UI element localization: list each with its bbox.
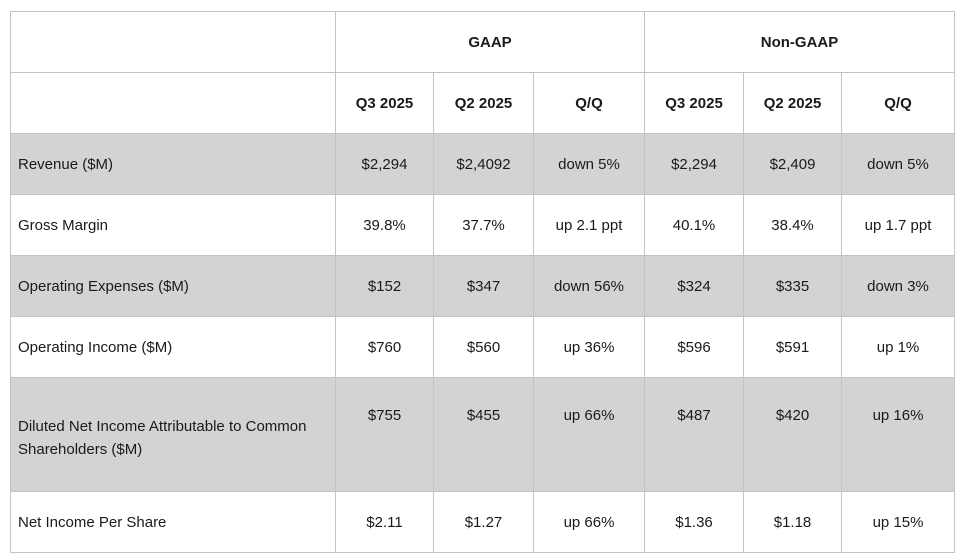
- row-label: Diluted Net Income Attributable to Commo…: [10, 377, 336, 492]
- cell-nongaap-q3: $487: [644, 377, 745, 492]
- cell-gaap-q3: $2.11: [335, 491, 434, 553]
- cell-nongaap-q2: $420: [743, 377, 843, 492]
- cell-nongaap-q2: $591: [743, 316, 843, 378]
- cell-gaap-q2: 37.7%: [433, 194, 534, 256]
- cell-gaap-q3: $2,294: [335, 133, 434, 195]
- row-label: Gross Margin: [10, 194, 336, 256]
- header-non-gaap: Non-GAAP: [644, 11, 956, 73]
- cell-nongaap-q2: $2,409: [743, 133, 843, 195]
- financial-summary-table: GAAP Non-GAAP Q3 2025 Q2 2025 Q/Q Q3 202…: [10, 11, 956, 553]
- cell-gaap-q2: $347: [433, 255, 534, 317]
- cell-gaap-q2: $455: [433, 377, 534, 492]
- header-gaap-q3: Q3 2025: [335, 72, 434, 134]
- header-empty-cell: [10, 72, 336, 134]
- cell-gaap-qq: up 66%: [532, 491, 646, 553]
- header-group-row: GAAP Non-GAAP: [10, 11, 956, 73]
- cell-nongaap-q3: $324: [644, 255, 745, 317]
- cell-nongaap-qq: up 15%: [841, 491, 956, 553]
- cell-nongaap-q3: $596: [644, 316, 745, 378]
- cell-gaap-qq: down 5%: [532, 133, 646, 195]
- table-row-operating-expenses: Operating Expenses ($M) $152 $347 down 5…: [10, 255, 956, 317]
- cell-gaap-qq: down 56%: [532, 255, 646, 317]
- cell-nongaap-qq: down 5%: [841, 133, 956, 195]
- header-gaap-q2: Q2 2025: [433, 72, 534, 134]
- cell-gaap-q3: $152: [335, 255, 434, 317]
- row-label: Operating Income ($M): [10, 316, 336, 378]
- cell-gaap-qq: up 66%: [532, 377, 646, 492]
- cell-gaap-q2: $560: [433, 316, 534, 378]
- header-gaap: GAAP: [334, 11, 646, 73]
- row-label: Revenue ($M): [10, 133, 336, 195]
- cell-gaap-qq: up 36%: [532, 316, 646, 378]
- row-label: Net Income Per Share: [10, 491, 336, 553]
- header-column-row: Q3 2025 Q2 2025 Q/Q Q3 2025 Q2 2025 Q/Q: [10, 72, 956, 134]
- cell-nongaap-qq: up 1.7 ppt: [841, 194, 956, 256]
- cell-gaap-q3: 39.8%: [335, 194, 434, 256]
- cell-nongaap-qq: up 16%: [841, 377, 956, 492]
- table-row-gross-margin: Gross Margin 39.8% 37.7% up 2.1 ppt 40.1…: [10, 194, 956, 256]
- header-corner-cell: [10, 11, 336, 73]
- cell-nongaap-q3: $1.36: [644, 491, 745, 553]
- header-nongaap-q3: Q3 2025: [644, 72, 745, 134]
- cell-gaap-qq: up 2.1 ppt: [532, 194, 646, 256]
- table-row-net-income-per-share: Net Income Per Share $2.11 $1.27 up 66% …: [10, 491, 956, 553]
- cell-gaap-q3: $760: [335, 316, 434, 378]
- row-label: Operating Expenses ($M): [10, 255, 336, 317]
- cell-nongaap-q2: $335: [743, 255, 843, 317]
- cell-nongaap-q2: $1.18: [743, 491, 843, 553]
- cell-nongaap-q2: 38.4%: [743, 194, 843, 256]
- table-row-operating-income: Operating Income ($M) $760 $560 up 36% $…: [10, 316, 956, 378]
- cell-nongaap-q3: $2,294: [644, 133, 745, 195]
- cell-nongaap-qq: down 3%: [841, 255, 956, 317]
- cell-gaap-q2: $2,4092: [433, 133, 534, 195]
- cell-nongaap-qq: up 1%: [841, 316, 956, 378]
- header-nongaap-qq: Q/Q: [841, 72, 956, 134]
- header-gaap-qq: Q/Q: [532, 72, 646, 134]
- table-row-diluted-net-income: Diluted Net Income Attributable to Commo…: [10, 377, 956, 492]
- header-nongaap-q2: Q2 2025: [743, 72, 843, 134]
- table-row-revenue: Revenue ($M) $2,294 $2,4092 down 5% $2,2…: [10, 133, 956, 195]
- cell-gaap-q2: $1.27: [433, 491, 534, 553]
- cell-nongaap-q3: 40.1%: [644, 194, 745, 256]
- cell-gaap-q3: $755: [335, 377, 434, 492]
- financial-table-container: GAAP Non-GAAP Q3 2025 Q2 2025 Q/Q Q3 202…: [10, 11, 956, 553]
